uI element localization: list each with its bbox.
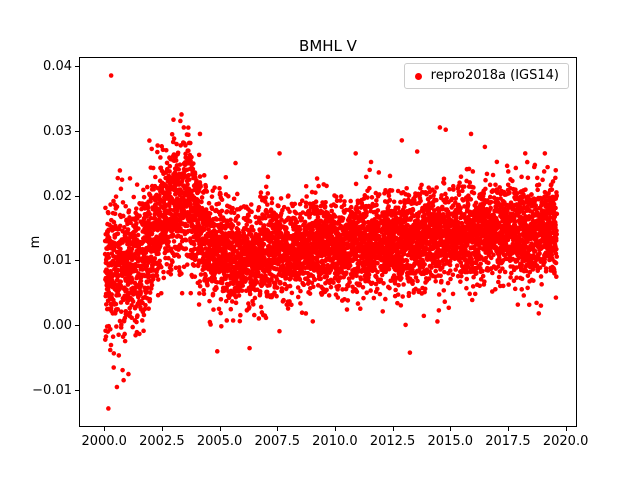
x-tick-label: 2000.0 <box>81 434 127 449</box>
y-tick-label: 0.02 <box>43 188 72 204</box>
x-tick-label: 2010.0 <box>312 434 358 449</box>
y-tick-mark <box>75 260 79 262</box>
y-tick-mark <box>75 130 79 132</box>
x-tick-label: 2002.5 <box>139 434 185 449</box>
x-tick-label: 2012.5 <box>369 434 416 449</box>
x-tick-mark <box>219 427 221 431</box>
y-tick-label: 0.01 <box>43 253 72 269</box>
x-tick-mark <box>161 427 163 431</box>
y-tick-label: 0.04 <box>43 58 72 74</box>
x-tick-label: 2017.5 <box>485 434 531 449</box>
y-tick-mark <box>75 195 79 197</box>
x-tick-mark <box>277 427 279 431</box>
x-tick-mark <box>392 427 394 431</box>
y-tick-label: −0.01 <box>32 383 72 399</box>
y-tick-label: 0.00 <box>43 318 72 334</box>
x-tick-mark <box>334 427 336 431</box>
y-tick-mark <box>75 325 79 327</box>
legend: repro2018a (IGS14) <box>403 63 569 89</box>
scatter-points-canvas <box>80 58 576 426</box>
y-tick-mark <box>75 65 79 67</box>
x-tick-label: 2005.0 <box>196 434 243 449</box>
x-tick-mark <box>450 427 452 431</box>
legend-marker-icon <box>414 72 422 80</box>
plot-area: repro2018a (IGS14) <box>79 57 577 427</box>
y-axis-label: m <box>28 235 43 249</box>
chart-title: BMHL V <box>299 37 357 55</box>
legend-label: repro2018a (IGS14) <box>430 68 559 83</box>
x-tick-label: 2007.5 <box>254 434 300 449</box>
x-tick-label: 2015.0 <box>427 434 474 449</box>
x-tick-mark <box>104 427 106 431</box>
x-tick-mark <box>507 427 509 431</box>
x-tick-mark <box>565 427 567 431</box>
y-tick-label: 0.03 <box>43 123 72 139</box>
x-tick-label: 2020.0 <box>542 434 589 449</box>
y-tick-mark <box>75 390 79 392</box>
